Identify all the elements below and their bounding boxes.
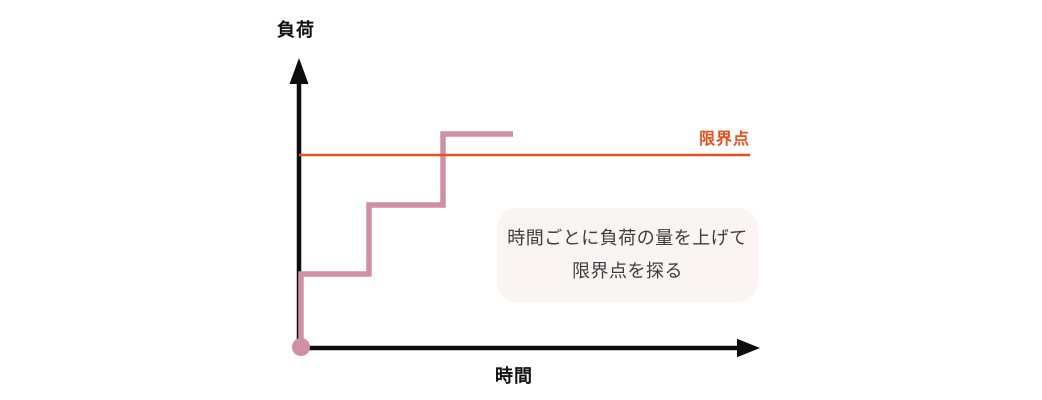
limit-point-label: 限界点 — [698, 131, 750, 148]
x-axis-label: 時間 — [495, 366, 533, 386]
annotation-line-1: 時間ごとに負荷の量を上げて — [507, 228, 748, 248]
step-start-dot — [292, 338, 310, 356]
y-axis-label: 負荷 — [277, 20, 315, 40]
x-axis-arrowhead — [737, 338, 760, 358]
step-line — [298, 131, 513, 347]
annotation-box: 時間ごとに負荷の量を上げて 限界点を探る — [497, 208, 758, 302]
annotation-line-2: 限界点を探る — [572, 261, 683, 281]
y-axis-arrowhead — [289, 58, 309, 84]
